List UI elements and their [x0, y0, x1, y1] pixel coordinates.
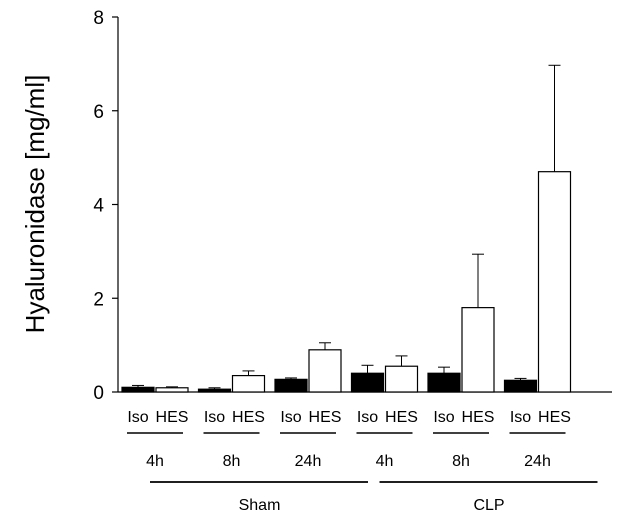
bar: [384, 365, 419, 393]
y-axis: 0 2 4 6 8: [93, 8, 612, 404]
y-tick-label: 0: [93, 383, 104, 404]
time-label: 8h: [452, 453, 470, 470]
bar-label: Iso: [433, 409, 454, 426]
time-label: 24h: [295, 453, 322, 470]
bar: [461, 307, 495, 393]
time-label: 4h: [376, 453, 394, 470]
bar-label: Iso: [510, 409, 531, 426]
bar-label: Iso: [357, 409, 378, 426]
bar-label: Iso: [280, 409, 301, 426]
y-tick-label: 4: [93, 196, 104, 217]
bar-label: HES: [232, 409, 265, 426]
bar-label: HES: [538, 409, 571, 426]
bar: [274, 378, 308, 393]
bar: [155, 387, 189, 393]
bar-label: HES: [156, 409, 189, 426]
time-label: 24h: [524, 453, 551, 470]
time-label: 4h: [146, 453, 164, 470]
bar-label: Iso: [127, 409, 148, 426]
x-axis-labels: Iso HES 4h Iso HES 8h Iso HES 24h Sham Iso HES 4h Iso…: [127, 409, 598, 514]
y-tick-label: 6: [93, 102, 104, 123]
bar: [537, 171, 572, 393]
group-label: CLP: [473, 497, 504, 514]
y-axis-label: Hyaluronidase [mg/ml]: [20, 75, 50, 334]
bar-label: HES: [385, 409, 418, 426]
bar-label: HES: [462, 409, 495, 426]
bars-layer: [121, 64, 572, 393]
time-label: 8h: [223, 453, 241, 470]
y-tick-label: 2: [93, 289, 104, 310]
bar-label: HES: [309, 409, 342, 426]
bar: [308, 349, 342, 393]
bar: [503, 379, 538, 393]
bar: [121, 386, 155, 393]
bar: [427, 372, 461, 393]
bar: [231, 374, 266, 393]
group-label: Sham: [239, 497, 281, 514]
bar: [197, 388, 232, 393]
bar-label: Iso: [204, 409, 225, 426]
y-tick-label: 8: [93, 8, 104, 29]
bar: [350, 372, 385, 393]
